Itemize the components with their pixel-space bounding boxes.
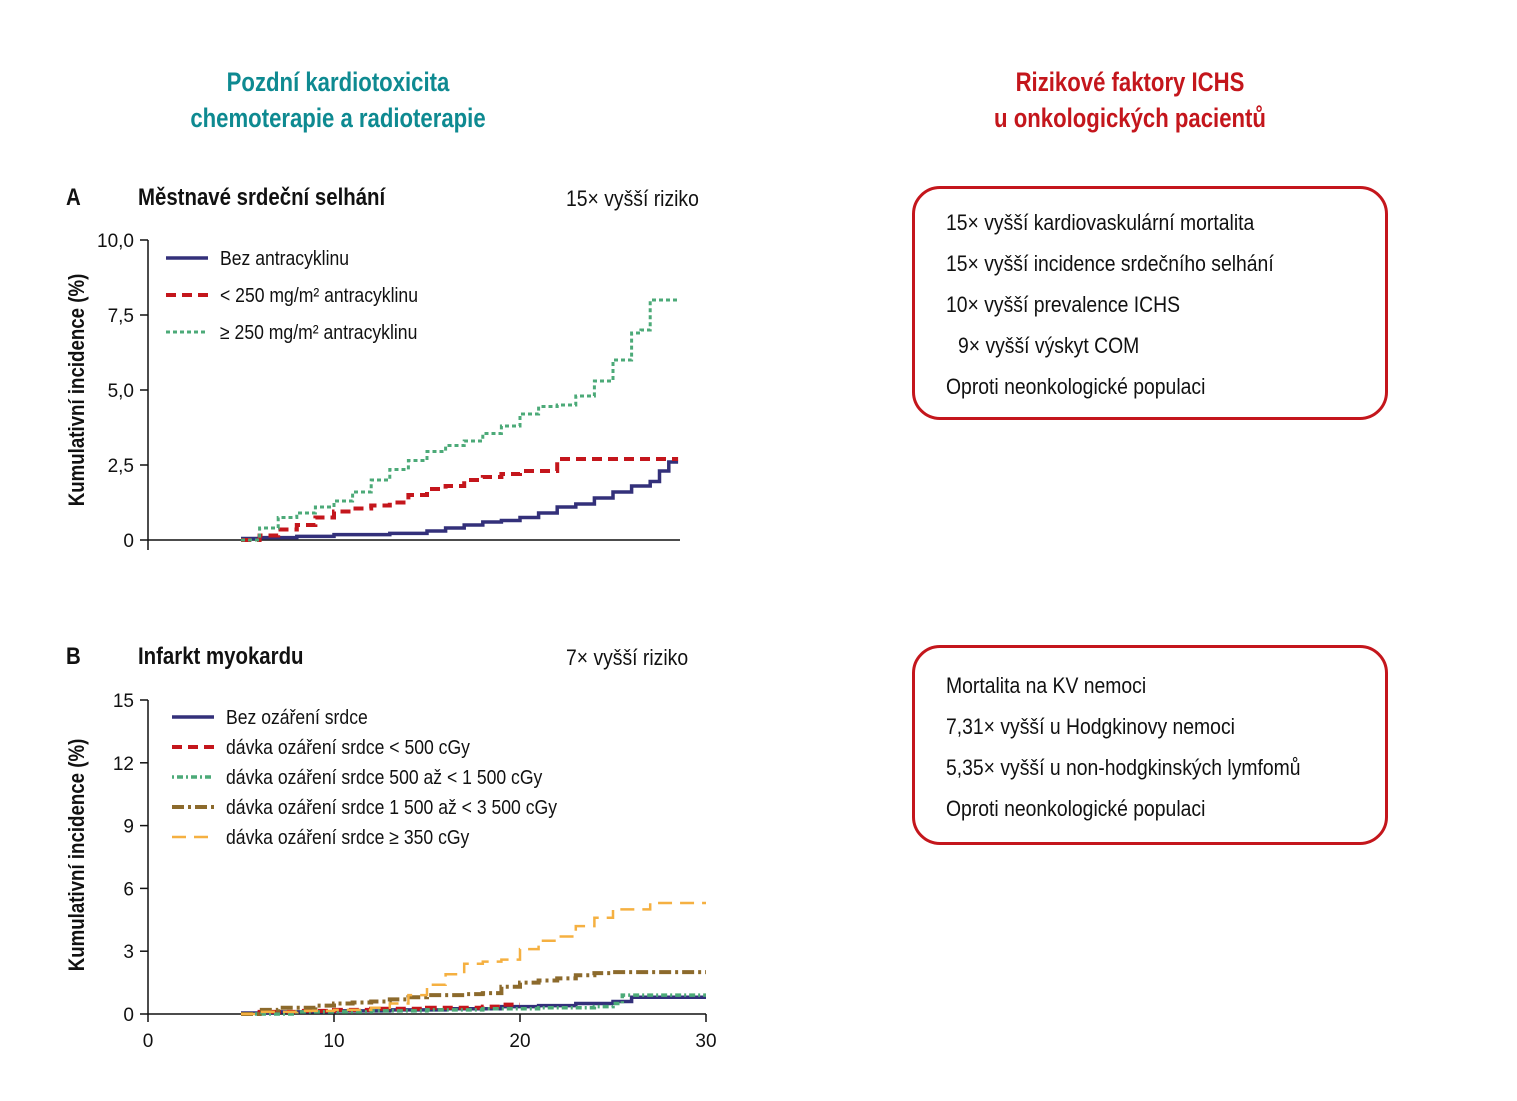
chart-a: 0 2,5 5,0 7,5 10,0 Kumulativní incidence (%) B… — [66, 231, 680, 552]
y-tick-label: 15 — [113, 691, 134, 712]
panel-a-letter: A — [66, 184, 81, 211]
series-line — [241, 993, 706, 1016]
risk-box-a-line: Oproti neonkologické populaci — [946, 374, 1206, 399]
risk-box-a-line: 15× vyšší incidence srdečního selhání — [946, 251, 1274, 276]
y-tick-label: 0 — [123, 531, 134, 552]
legend-label: dávka ozáření srdce ≥ 350 cGy — [226, 826, 470, 848]
right-heading-line1: Rizikové faktory ICHS — [1015, 67, 1245, 97]
panel-b-risk: 7× vyšší riziko — [566, 645, 689, 670]
left-heading-line2: chemoterapie a radioterapie — [190, 103, 486, 133]
risk-box-a-line: 15× vyšší kardiovaskulární mortalita — [946, 210, 1255, 235]
x-tick-label: 0 — [143, 1031, 154, 1052]
y-axis-label: Kumulativní incidence (%) — [66, 274, 90, 507]
panel-a-title: Městnavé srdeční selhání — [138, 184, 386, 211]
panel-a-risk: 15× vyšší riziko — [566, 186, 699, 211]
right-heading-line2: u onkologických pacientů — [994, 103, 1266, 133]
legend-label: dávka ozáření srdce 500 až < 1 500 cGy — [226, 766, 543, 788]
x-tick-label: 30 — [695, 1031, 716, 1052]
y-tick-label: 2,5 — [108, 456, 134, 477]
risk-box-a — [912, 186, 1388, 420]
panel-b-letter: B — [66, 643, 81, 670]
legend-label: dávka ozáření srdce < 500 cGy — [226, 736, 471, 758]
y-tick-label: 9 — [123, 817, 134, 838]
y-tick-label: 12 — [113, 754, 134, 775]
legend-label: Bez antracyklinu — [220, 247, 349, 269]
risk-box-b-line: Oproti neonkologické populaci — [946, 796, 1206, 821]
x-tick-label: 10 — [323, 1031, 344, 1052]
panel-b-title: Infarkt myokardu — [138, 643, 304, 670]
risk-box-b-line: Mortalita na KV nemoci — [946, 673, 1147, 698]
y-axis-label: Kumulativní incidence (%) — [66, 739, 90, 972]
risk-box-b-line: 7,31× vyšší u Hodgkinovy nemoci — [946, 714, 1235, 739]
y-tick-label: 6 — [123, 879, 134, 900]
left-heading-line1: Pozdní kardiotoxicita — [226, 67, 450, 97]
series-line — [241, 298, 679, 542]
legend-label: ≥ 250 mg/m² antracyklinu — [220, 321, 417, 343]
y-tick-label: 10,0 — [97, 231, 134, 252]
y-tick-label: 7,5 — [108, 306, 134, 327]
series-line — [241, 901, 706, 1016]
y-tick-label: 5,0 — [108, 381, 134, 402]
series-line — [241, 970, 706, 1016]
risk-box-b-line: 5,35× vyšší u non-hodgkinských lymfomů — [946, 755, 1301, 780]
legend-label: < 250 mg/m² antracyklinu — [220, 284, 418, 306]
risk-box-a-line: 9× vyšší výskyt COM — [958, 333, 1140, 358]
y-tick-label: 0 — [123, 1005, 134, 1026]
risk-box-a-line: 10× vyšší prevalence ICHS — [946, 292, 1181, 317]
legend-label: Bez ozáření srdce — [226, 706, 368, 728]
legend-label: dávka ozáření srdce 1 500 až < 3 500 cGy — [226, 796, 558, 818]
left-heading: Pozdní kardiotoxicita chemoterapie a rad… — [133, 64, 543, 136]
right-heading: Rizikové faktory ICHS u onkologických pa… — [925, 64, 1335, 136]
series-line — [241, 460, 679, 541]
chart-b: 0 3 6 9 12 15 0 10 20 30 Kumulativní incidence (%)… — [66, 691, 717, 1052]
series-line — [241, 457, 679, 542]
x-tick-label: 20 — [509, 1031, 530, 1052]
risk-box-b — [912, 645, 1388, 845]
y-tick-label: 3 — [123, 942, 134, 963]
